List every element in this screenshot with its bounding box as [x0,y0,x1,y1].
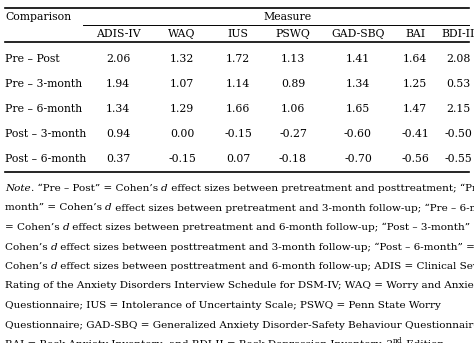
Text: 1.41: 1.41 [346,54,370,64]
Text: Post – 3-month: Post – 3-month [5,129,86,139]
Text: ADIS-IV: ADIS-IV [96,29,140,39]
Text: -0.15: -0.15 [224,129,252,139]
Text: effect sizes between posttreatment and 6-month follow-up; ADIS = Clinical Severi: effect sizes between posttreatment and 6… [57,262,474,271]
Text: Comparison: Comparison [5,12,71,22]
Text: Note: Note [5,184,31,193]
Text: PSWQ: PSWQ [275,29,310,39]
Text: 0.37: 0.37 [106,154,130,164]
Text: BDI-II: BDI-II [441,29,474,39]
Text: BAI = Beck Anxiety Inventory; and BDI-II = Beck Depression Inventory, 2: BAI = Beck Anxiety Inventory; and BDI-II… [5,340,393,343]
Text: 1.14: 1.14 [226,79,250,89]
Text: BAI: BAI [405,29,425,39]
Text: 1.34: 1.34 [346,79,370,89]
Text: nd: nd [393,337,403,343]
Text: IUS: IUS [228,29,248,39]
Text: . “Pre – Post” = Cohen’s: . “Pre – Post” = Cohen’s [31,184,161,193]
Text: d: d [51,262,57,271]
Text: 2.06: 2.06 [106,54,130,64]
Text: Measure: Measure [264,12,312,22]
Text: 1.65: 1.65 [346,104,370,114]
Text: Questionnaire; GAD-SBQ = Generalized Anxiety Disorder-Safety Behaviour Questionn: Questionnaire; GAD-SBQ = Generalized Anx… [5,320,474,330]
Text: 2.15: 2.15 [446,104,470,114]
Text: 1.32: 1.32 [170,54,194,64]
Text: -0.50: -0.50 [444,129,472,139]
Text: -0.27: -0.27 [279,129,307,139]
Text: effect sizes between pretreatment and posttreatment; “Pre – 3-: effect sizes between pretreatment and po… [168,184,474,193]
Text: month” = Cohen’s: month” = Cohen’s [5,203,105,213]
Text: 1.66: 1.66 [226,104,250,114]
Text: 1.72: 1.72 [226,54,250,64]
Text: = Cohen’s: = Cohen’s [5,223,63,232]
Text: d: d [51,243,57,251]
Text: 1.47: 1.47 [403,104,427,114]
Text: GAD-SBQ: GAD-SBQ [331,29,385,39]
Text: Pre – 6-month: Pre – 6-month [5,104,82,114]
Text: d: d [63,223,70,232]
Text: -0.18: -0.18 [279,154,307,164]
Text: Post – 6-month: Post – 6-month [5,154,86,164]
Text: effect sizes between pretreatment and 3-month follow-up; “Pre – 6-month”: effect sizes between pretreatment and 3-… [112,203,474,213]
Text: effect sizes between posttreatment and 3-month follow-up; “Post – 6-month” =: effect sizes between posttreatment and 3… [57,243,474,252]
Text: WAQ: WAQ [168,29,196,39]
Text: Cohen’s: Cohen’s [5,262,51,271]
Text: d: d [161,184,168,193]
Text: 1.25: 1.25 [403,79,427,89]
Text: effect sizes between pretreatment and 6-month follow-up; “Post – 3-month” =: effect sizes between pretreatment and 6-… [70,223,474,232]
Text: 1.34: 1.34 [106,104,130,114]
Text: 1.13: 1.13 [281,54,305,64]
Text: -0.55: -0.55 [444,154,472,164]
Text: 2.08: 2.08 [446,54,470,64]
Text: Pre – 3-month: Pre – 3-month [5,79,82,89]
Text: 0.53: 0.53 [446,79,470,89]
Text: 1.06: 1.06 [281,104,305,114]
Text: Questionnaire; IUS = Intolerance of Uncertainty Scale; PSWQ = Penn State Worry: Questionnaire; IUS = Intolerance of Unce… [5,301,441,310]
Text: 1.94: 1.94 [106,79,130,89]
Text: Edition.: Edition. [403,340,447,343]
Text: Rating of the Anxiety Disorders Interview Schedule for DSM-IV; WAQ = Worry and A: Rating of the Anxiety Disorders Intervie… [5,282,474,291]
Text: -0.41: -0.41 [401,129,429,139]
Text: Pre – Post: Pre – Post [5,54,60,64]
Text: -0.60: -0.60 [344,129,372,139]
Text: -0.70: -0.70 [344,154,372,164]
Text: 0.07: 0.07 [226,154,250,164]
Text: 1.29: 1.29 [170,104,194,114]
Text: 1.07: 1.07 [170,79,194,89]
Text: 0.89: 0.89 [281,79,305,89]
Text: 0.00: 0.00 [170,129,194,139]
Text: d: d [105,203,112,213]
Text: -0.56: -0.56 [401,154,429,164]
Text: 0.94: 0.94 [106,129,130,139]
Text: -0.15: -0.15 [168,154,196,164]
Text: Cohen’s: Cohen’s [5,243,51,251]
Text: 1.64: 1.64 [403,54,427,64]
